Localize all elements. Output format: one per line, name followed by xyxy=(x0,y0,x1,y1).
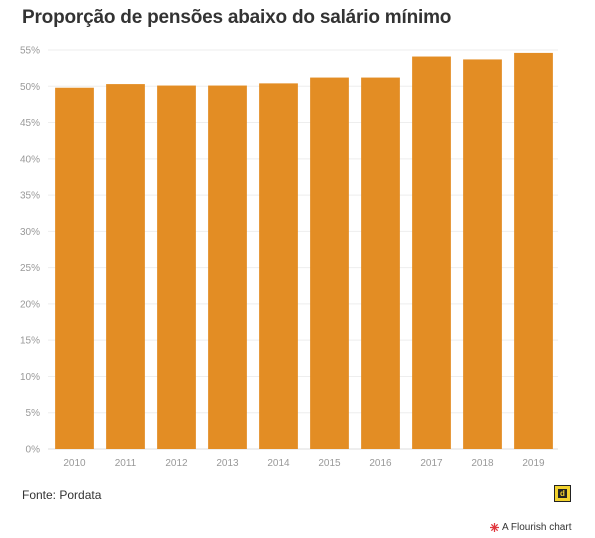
x-tick-label: 2011 xyxy=(115,458,137,469)
x-tick-label: 2013 xyxy=(216,458,239,469)
bar-2012[interactable] xyxy=(157,85,196,449)
y-tick-label: 45% xyxy=(20,118,40,129)
y-tick-label: 35% xyxy=(20,191,40,202)
y-tick-label: 10% xyxy=(20,372,40,383)
flourish-credit-label: A Flourish chart xyxy=(502,522,572,533)
bars xyxy=(55,52,553,450)
flourish-credit-link[interactable]: A Flourish chart xyxy=(490,522,571,533)
bar-2019[interactable] xyxy=(514,52,553,449)
bar-2015[interactable] xyxy=(310,77,349,450)
x-tick-label: 2015 xyxy=(318,458,341,469)
bar-2018[interactable] xyxy=(463,59,502,449)
y-tick-label: 0% xyxy=(26,445,41,456)
bar-2016[interactable] xyxy=(361,77,400,450)
y-tick-label: 40% xyxy=(20,154,40,165)
x-tick-label: 2016 xyxy=(369,458,392,469)
x-tick-label: 2014 xyxy=(267,458,290,469)
y-tick-label: 20% xyxy=(20,299,40,310)
bar-2010[interactable] xyxy=(55,87,94,449)
x-tick-label: 2012 xyxy=(165,458,188,469)
flourish-logo-icon xyxy=(490,523,499,532)
y-tick-label: 30% xyxy=(20,227,40,238)
bar-2013[interactable] xyxy=(208,85,247,449)
y-tick-label: 55% xyxy=(20,46,40,57)
source-note: Fonte: Pordata xyxy=(22,488,102,502)
x-tick-label: 2010 xyxy=(63,458,86,469)
y-tick-label: 15% xyxy=(20,336,40,347)
y-tick-label: 25% xyxy=(20,263,40,274)
bar-2017[interactable] xyxy=(412,56,451,450)
pordata-logo-icon[interactable]: d xyxy=(554,485,571,502)
bar-chart: 0%5%10%15%20%25%30%35%40%45%50%55% 2010 2… xyxy=(20,46,558,469)
y-axis-ticks: 0% 5% 10% 15% 20% 25% 30% 35% 40% 45% 50% 55% xyxy=(20,46,40,456)
bar-2011[interactable] xyxy=(106,84,145,449)
x-tick-label: 2017 xyxy=(420,458,443,469)
y-tick-label: 50% xyxy=(20,82,40,93)
x-axis-ticks: 2010 2011 2012 2013 2014 2015 2016 2017 2018 2019 xyxy=(63,458,545,469)
bar-2014[interactable] xyxy=(259,83,298,449)
x-tick-label: 2018 xyxy=(471,458,494,469)
y-tick-label: 5% xyxy=(26,408,41,419)
x-tick-label: 2019 xyxy=(522,458,545,469)
chart-title: Proporção de pensões abaixo do salário m… xyxy=(22,7,452,28)
